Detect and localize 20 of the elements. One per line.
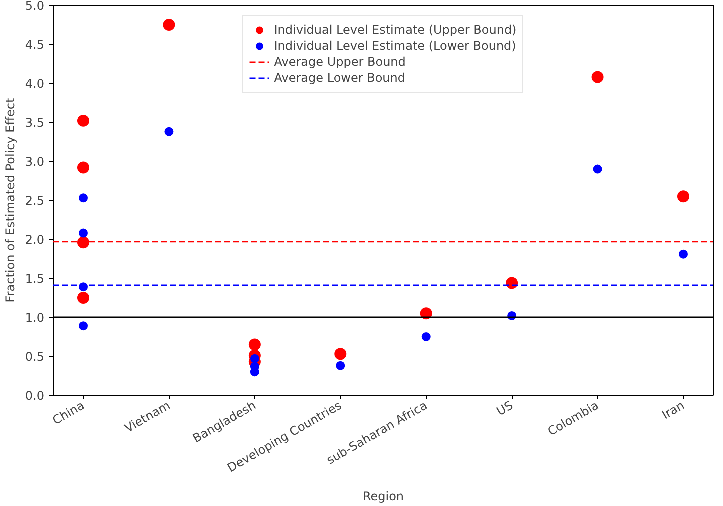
y-tick-label: 3.0 [25, 155, 45, 169]
y-tick-label: 1.5 [25, 272, 45, 286]
x-tick-label: Iran [660, 398, 688, 422]
y-tick-label: 4.0 [25, 77, 45, 91]
y-tick-label: 2.5 [25, 194, 45, 208]
y-tick-label: 4.5 [25, 38, 45, 52]
x-tick-label: China [50, 398, 88, 428]
y-tick-label: 0.0 [25, 389, 45, 403]
legend-label: Average Upper Bound [274, 54, 406, 70]
y-axis-title: Fraction of Estimated Policy Effect [3, 98, 18, 303]
legend-label: Individual Level Estimate (Upper Bound) [274, 22, 517, 38]
y-tick-label: 0.5 [25, 350, 45, 364]
x-axis-title: Region [362, 489, 404, 504]
y-tick-label: 5.0 [25, 0, 45, 13]
y-tick-label: 2.0 [25, 233, 45, 247]
y-tick-label: 3.5 [25, 116, 45, 130]
y-tick-label: 1.0 [25, 311, 45, 325]
legend-label: Average Lower Bound [274, 70, 406, 86]
legend-label: Individual Level Estimate (Lower Bound) [274, 38, 516, 54]
x-tick-label: US [494, 398, 516, 419]
